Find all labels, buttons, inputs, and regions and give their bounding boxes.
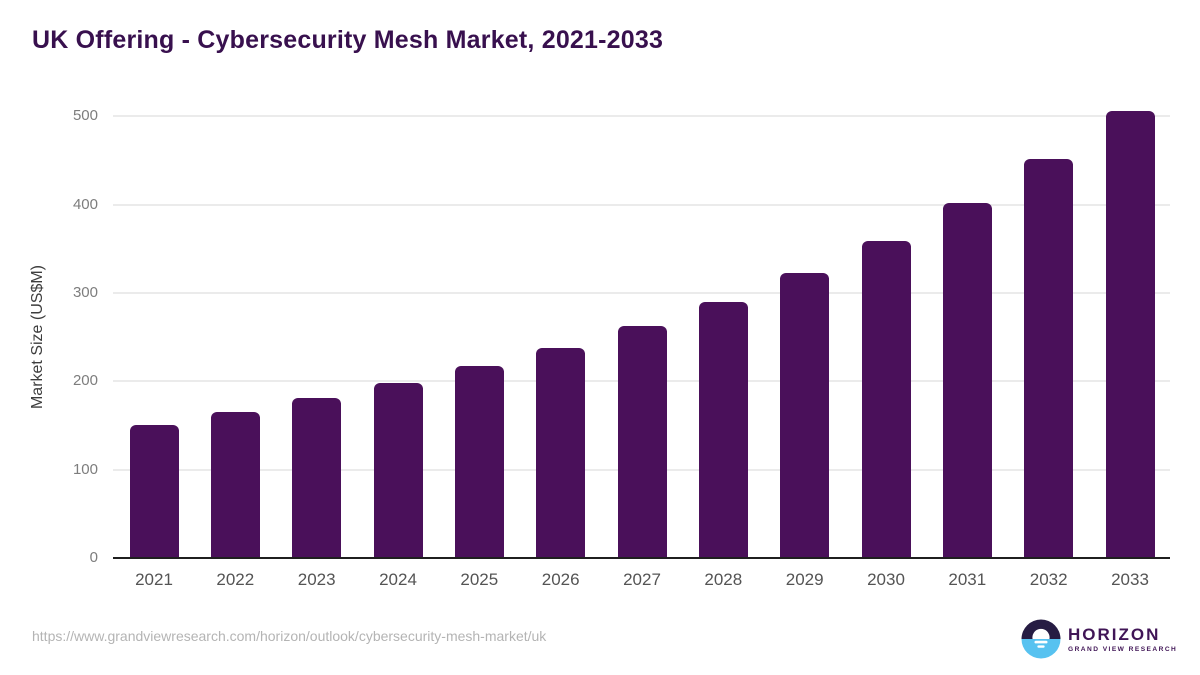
bar-2030 bbox=[861, 240, 911, 557]
x-label-2031: 2031 bbox=[948, 570, 987, 589]
bar-2023 bbox=[292, 398, 342, 557]
bar-2022 bbox=[210, 412, 260, 557]
y-tick-0: 0 bbox=[89, 549, 98, 566]
x-axis-line bbox=[113, 557, 1170, 559]
bar-2029 bbox=[780, 273, 830, 557]
x-label-2021: 2021 bbox=[135, 570, 173, 589]
bar-2027 bbox=[617, 326, 667, 557]
x-label-2026: 2026 bbox=[541, 570, 580, 589]
horizon-logo-name: HORIZON bbox=[1068, 624, 1161, 644]
horizon-logo-text: HORIZON GRAND VIEW RESEARCH bbox=[1068, 624, 1178, 653]
chart-title: UK Offering - Cybersecurity Mesh Market,… bbox=[32, 26, 664, 54]
horizon-logo-icon bbox=[1021, 619, 1061, 659]
x-label-2027: 2027 bbox=[623, 570, 661, 589]
x-label-2030: 2030 bbox=[867, 570, 905, 589]
y-tick-200: 200 bbox=[72, 372, 98, 390]
gridline-500 bbox=[113, 115, 1170, 118]
x-label-2028: 2028 bbox=[704, 570, 743, 589]
bar-2026 bbox=[536, 347, 586, 557]
y-tick-500: 500 bbox=[72, 107, 98, 125]
bar-2033 bbox=[1105, 110, 1155, 557]
horizon-logo: HORIZON GRAND VIEW RESEARCH bbox=[1021, 619, 1177, 659]
x-label-2024: 2024 bbox=[379, 570, 417, 589]
bar-2031 bbox=[942, 202, 992, 557]
source-url: https://www.grandviewresearch.com/horizo… bbox=[32, 628, 547, 644]
y-tick-400: 400 bbox=[72, 195, 98, 213]
bar-2028 bbox=[698, 301, 748, 557]
x-label-2025: 2025 bbox=[460, 570, 499, 589]
x-label-2029: 2029 bbox=[785, 570, 824, 589]
bar-2032 bbox=[1024, 159, 1074, 557]
bar-2025 bbox=[454, 366, 504, 557]
x-label-2022: 2022 bbox=[216, 570, 255, 589]
y-tick-100: 100 bbox=[72, 460, 98, 478]
gridline-400 bbox=[113, 203, 1170, 206]
bar-2024 bbox=[373, 383, 423, 557]
gridline-300 bbox=[113, 291, 1170, 294]
horizon-logo-subtitle: GRAND VIEW RESEARCH bbox=[1068, 645, 1178, 653]
x-label-2023: 2023 bbox=[297, 570, 336, 589]
bar-2021 bbox=[129, 424, 179, 557]
x-label-2033: 2033 bbox=[1111, 570, 1149, 589]
x-label-2032: 2032 bbox=[1029, 570, 1068, 589]
y-tick-300: 300 bbox=[72, 283, 98, 301]
